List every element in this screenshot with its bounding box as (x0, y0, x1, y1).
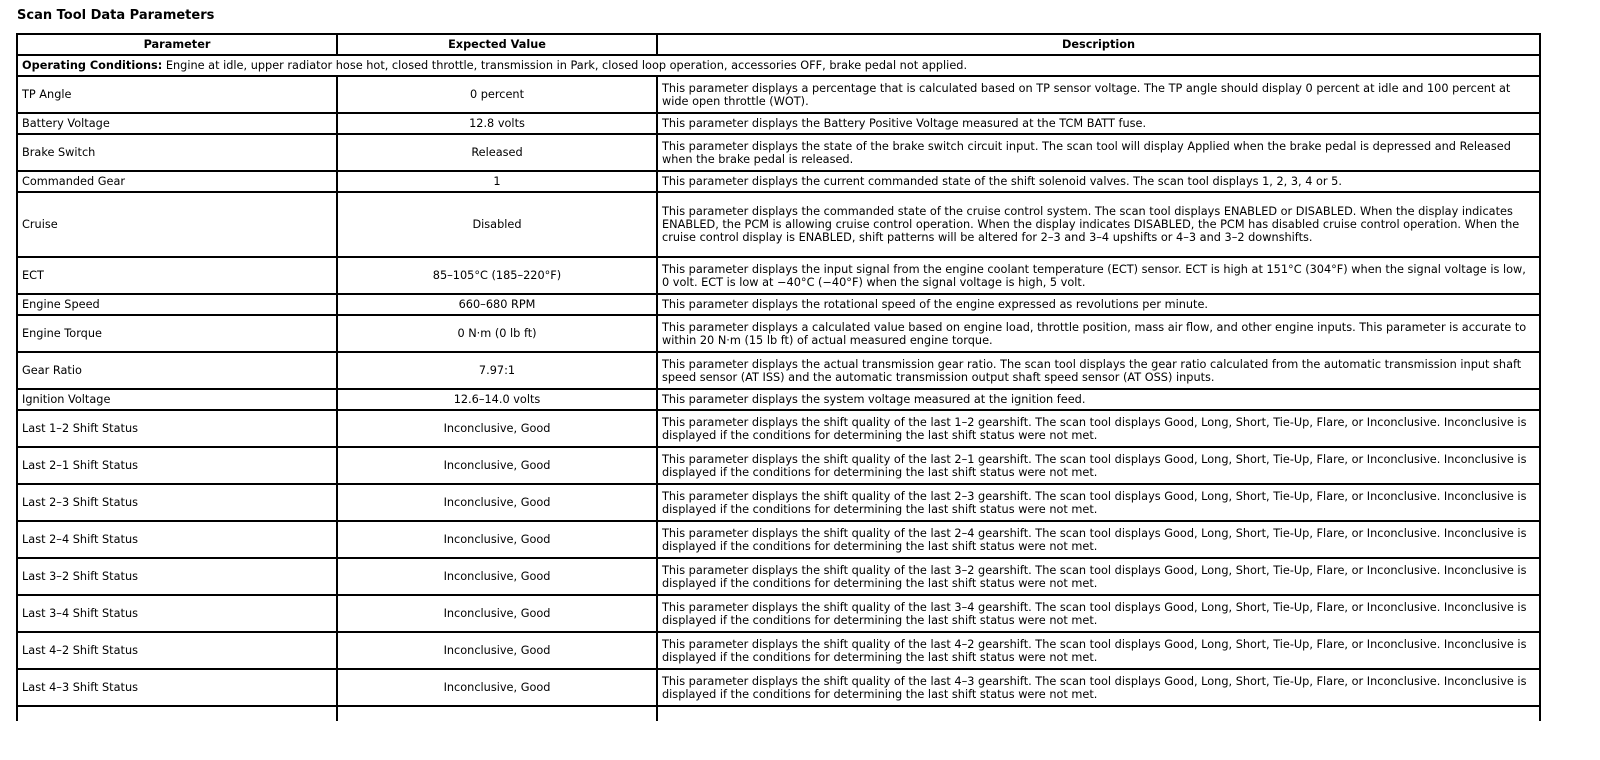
parameter-cell: Last 2–4 Shift Status (16, 520, 338, 559)
parameter-cell: Commanded Gear (16, 170, 338, 193)
description-cell: This parameter displays the input signal… (656, 256, 1541, 295)
header-description: Description (656, 33, 1541, 56)
table-row: Last 2–1 Shift Status Inconclusive, Good T… (16, 446, 1541, 485)
expected-value-cell: 0 percent (336, 75, 658, 114)
operating-conditions: Operating Conditions: Engine at idle, up… (16, 54, 1541, 77)
parameter-cell: TP Angle (16, 75, 338, 114)
table-row: Engine Torque 0 N·m (0 lb ft) This paramet… (16, 314, 1541, 353)
table-row: Gear Ratio 7.97:1 This parameter displays … (16, 351, 1541, 390)
expected-value-cell: Inconclusive, Good (336, 520, 658, 559)
parameter-cell: Last 4–2 Shift Status (16, 631, 338, 670)
expected-value-cell: Inconclusive, Good (336, 446, 658, 485)
description-cell: This parameter displays the Battery Posi… (656, 112, 1541, 135)
expected-value-cell: 660–680 RPM (336, 293, 658, 316)
parameter-cell: Gear Ratio (16, 351, 338, 390)
table-row: ECT 85–105°C (185–220°F) This parameter di… (16, 256, 1541, 295)
expected-value-cell: Disabled (336, 191, 658, 258)
table-row: Brake Switch Released This parameter displ… (16, 133, 1541, 172)
expected-value-cell: 12.8 volts (336, 112, 658, 135)
description-cell: This parameter displays the shift qualit… (656, 631, 1541, 670)
expected-value-cell: 0 N·m (0 lb ft) (336, 314, 658, 353)
header-expected-value: Expected Value (336, 33, 658, 56)
table-row: Engine Speed 660–680 RPM This parameter di… (16, 293, 1541, 316)
description-cell: This parameter displays the shift qualit… (656, 594, 1541, 633)
parameter-cell: Brake Switch (16, 133, 338, 172)
parameter-cell: Last 1–2 Shift Status (16, 409, 338, 448)
expected-value-cell: Inconclusive, Good (336, 557, 658, 596)
expected-value-cell: Inconclusive, Good (336, 483, 658, 522)
table-row: Last 3–4 Shift Status Inconclusive, Good T… (16, 594, 1541, 633)
table-row: Battery Voltage 12.8 volts This parameter … (16, 112, 1541, 135)
expected-value-cell: Inconclusive, Good (336, 594, 658, 633)
expected-value-cell: 1 (336, 170, 658, 193)
description-cell: This parameter displays the shift qualit… (656, 520, 1541, 559)
description-cell: This parameter displays the commanded st… (656, 191, 1541, 258)
description-cell: This parameter displays the shift qualit… (656, 409, 1541, 448)
expected-value-cell: Inconclusive, Good (336, 631, 658, 670)
parameter-cell: Last 2–3 Shift Status (16, 483, 338, 522)
description-cell: This parameter displays a percentage tha… (656, 75, 1541, 114)
table-row: Ignition Voltage 12.6–14.0 volts This para… (16, 388, 1541, 411)
table-row: Last 4–2 Shift Status Inconclusive, Good T… (16, 631, 1541, 670)
expected-value-cell: 12.6–14.0 volts (336, 388, 658, 411)
description-cell: This parameter displays the shift qualit… (656, 483, 1541, 522)
operating-conditions-row: Operating Conditions: Engine at idle, up… (16, 54, 1541, 77)
table-row: Last 4–3 Shift Status Inconclusive, Good T… (16, 668, 1541, 707)
parameter-cell: Last 4–3 Shift Status (16, 668, 338, 707)
parameter-cell: Last 3–2 Shift Status (16, 557, 338, 596)
parameter-cell: ECT (16, 256, 338, 295)
description-cell: This parameter displays the current comm… (656, 170, 1541, 193)
table-row: Cruise Disabled This parameter displays th… (16, 191, 1541, 258)
table-row: Last 2–3 Shift Status Inconclusive, Good T… (16, 483, 1541, 522)
table-row-partial (16, 705, 1541, 721)
parameter-cell: Engine Speed (16, 293, 338, 316)
parameter-cell: Last 2–1 Shift Status (16, 446, 338, 485)
description-cell: This parameter displays the actual trans… (656, 351, 1541, 390)
description-cell: This parameter displays a calculated val… (656, 314, 1541, 353)
expected-value-cell: Inconclusive, Good (336, 668, 658, 707)
parameter-cell: Battery Voltage (16, 112, 338, 135)
parameter-cell: Ignition Voltage (16, 388, 338, 411)
table-row: Last 2–4 Shift Status Inconclusive, Good T… (16, 520, 1541, 559)
expected-value-cell: 85–105°C (185–220°F) (336, 256, 658, 295)
parameter-cell: Last 3–4 Shift Status (16, 594, 338, 633)
description-cell: This parameter displays the shift qualit… (656, 668, 1541, 707)
description-cell: This parameter displays the rotational s… (656, 293, 1541, 316)
parameter-cell: Engine Torque (16, 314, 338, 353)
header-parameter: Parameter (16, 33, 338, 56)
expected-value-cell: Inconclusive, Good (336, 409, 658, 448)
page-title: Scan Tool Data Parameters (17, 8, 215, 23)
table-row: Commanded Gear 1 This parameter displays t… (16, 170, 1541, 193)
expected-value-cell (336, 705, 658, 721)
table-header-row: Parameter Expected Value Description (16, 33, 1541, 56)
table-row: Last 1–2 Shift Status Inconclusive, Good T… (16, 409, 1541, 448)
expected-value-cell: Released (336, 133, 658, 172)
parameter-cell: Cruise (16, 191, 338, 258)
table-row: TP Angle 0 percent This parameter displays… (16, 75, 1541, 114)
operating-conditions-label: Operating Conditions: (22, 59, 163, 72)
table-row: Last 3–2 Shift Status Inconclusive, Good T… (16, 557, 1541, 596)
description-cell (656, 705, 1541, 721)
description-cell: This parameter displays the system volta… (656, 388, 1541, 411)
description-cell: This parameter displays the state of the… (656, 133, 1541, 172)
scan-tool-data-table: Parameter Expected Value Description Ope… (16, 33, 1541, 721)
operating-conditions-text: Engine at idle, upper radiator hose hot,… (162, 59, 968, 72)
expected-value-cell: 7.97:1 (336, 351, 658, 390)
description-cell: This parameter displays the shift qualit… (656, 557, 1541, 596)
parameter-cell (16, 705, 338, 721)
description-cell: This parameter displays the shift qualit… (656, 446, 1541, 485)
